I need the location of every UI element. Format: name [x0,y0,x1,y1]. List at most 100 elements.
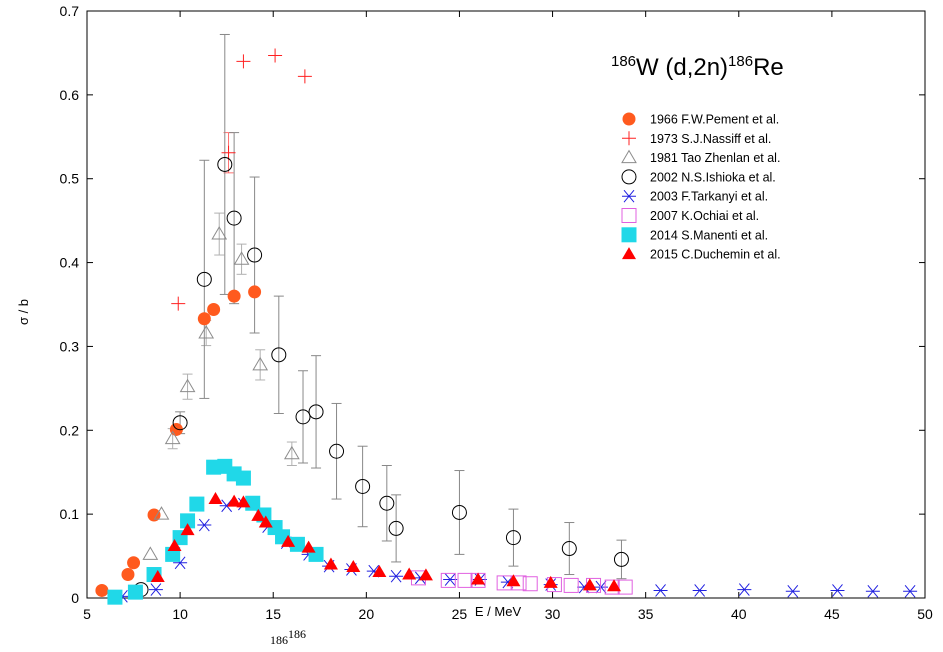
data-point [457,572,473,588]
y-tick-label: 0.1 [60,506,80,522]
data-point [142,546,159,560]
y-tick-label: 0.4 [60,255,80,271]
data-point [281,534,296,547]
data-point [388,520,404,536]
data-point [830,584,845,597]
data-point [389,569,404,583]
legend-marker [622,131,636,146]
data-point [785,584,800,598]
data-point [563,577,579,593]
data-point [505,530,521,546]
x-tick-label: 5 [83,606,91,622]
y-tick-label: 0.2 [60,422,80,438]
data-point [121,568,135,582]
data-markers [95,48,918,605]
x-tick-label: 50 [917,606,933,622]
y-tick-label: 0.6 [60,87,80,103]
x-tick-label: 35 [638,606,654,622]
data-point [283,445,300,460]
data-point [150,570,165,583]
data-point [582,578,597,591]
reaction-title: 186W (d,2n)186Re [611,53,784,81]
data-point [189,496,205,512]
x-tick-label: 10 [172,606,188,622]
caption-sup-1: 186 [270,633,288,647]
data-point [180,523,195,536]
data-point [197,518,212,532]
data-point [295,409,311,425]
data-point [289,536,305,552]
data-point [127,584,143,600]
y-tick-label: 0.7 [60,3,80,19]
data-point [248,285,262,299]
y-tick-label: 0 [71,590,79,606]
plot-frame [86,10,926,599]
data-point [737,583,752,596]
data-point [227,494,242,507]
data-point [95,583,109,597]
data-point [236,495,251,508]
data-point [217,156,233,172]
data-point [252,356,269,371]
data-point [221,145,236,160]
data-point [355,478,371,494]
reaction-title-pre-sup: 186 [611,53,636,70]
error-bars [167,33,627,580]
data-point [147,508,161,522]
data-point [607,579,622,592]
legend-marker [621,169,637,185]
legend-label: 1973 S.J.Nassiff et al. [650,132,771,146]
x-tick-label: 40 [731,606,747,622]
data-point [171,296,186,311]
legend-label: 2007 K.Ochiai et al. [650,209,759,223]
data-point [196,271,212,287]
data-point [506,574,521,587]
data-point [236,54,251,69]
data-point [251,508,266,521]
reaction-title-main: W (d,2n) [636,54,728,81]
axis-ticks: 5 10 15 20 25 30 35 40 45 50 0 0.1 0.2 0.3 0.4 0.5 0.6 0.… [60,3,933,622]
x-tick-label: 30 [545,606,561,622]
data-point [346,559,361,572]
reaction-title-post-sup: 186 [728,53,753,70]
data-point [247,247,263,263]
data-point [235,470,251,486]
data-point [197,312,211,326]
data-point [617,579,633,595]
data-point [323,557,338,570]
legend-marker [622,247,636,260]
data-point [127,556,141,570]
legend: 1966 F.W.Pement et al. 1973 S.J.Nassiff e… [621,112,781,262]
legend-marker [621,208,637,223]
data-point [258,515,273,528]
data-point [471,572,486,585]
data-point [522,576,538,592]
legend-label: 2014 S.Manenti et al. [650,228,768,242]
data-point [167,539,182,552]
legend-label: 1981 Tao Zhenlan et al. [650,151,780,165]
data-point [180,513,196,529]
data-point [297,69,312,84]
data-point [372,565,387,578]
legend-marker [622,112,636,126]
data-point [226,210,242,226]
data-point [379,495,395,511]
data-point [208,492,223,505]
legend-marker [622,189,636,203]
y-tick-label: 0.5 [60,171,80,187]
data-point [418,568,433,581]
legend-label: 2003 F.Tarkanyi et al. [650,190,768,204]
data-point [692,584,707,597]
data-point [164,430,181,445]
x-tick-label: 25 [452,606,468,622]
legend-marker [621,227,637,243]
x-tick-label: 15 [265,606,281,622]
data-point [402,567,417,580]
data-point [148,583,163,596]
legend-label: 2002 N.S.Ishioka et al. [650,170,776,184]
data-point [198,325,215,339]
data-point [865,584,880,598]
legend-label: 1966 F.W.Pement et al. [650,113,779,127]
data-point [561,541,577,557]
